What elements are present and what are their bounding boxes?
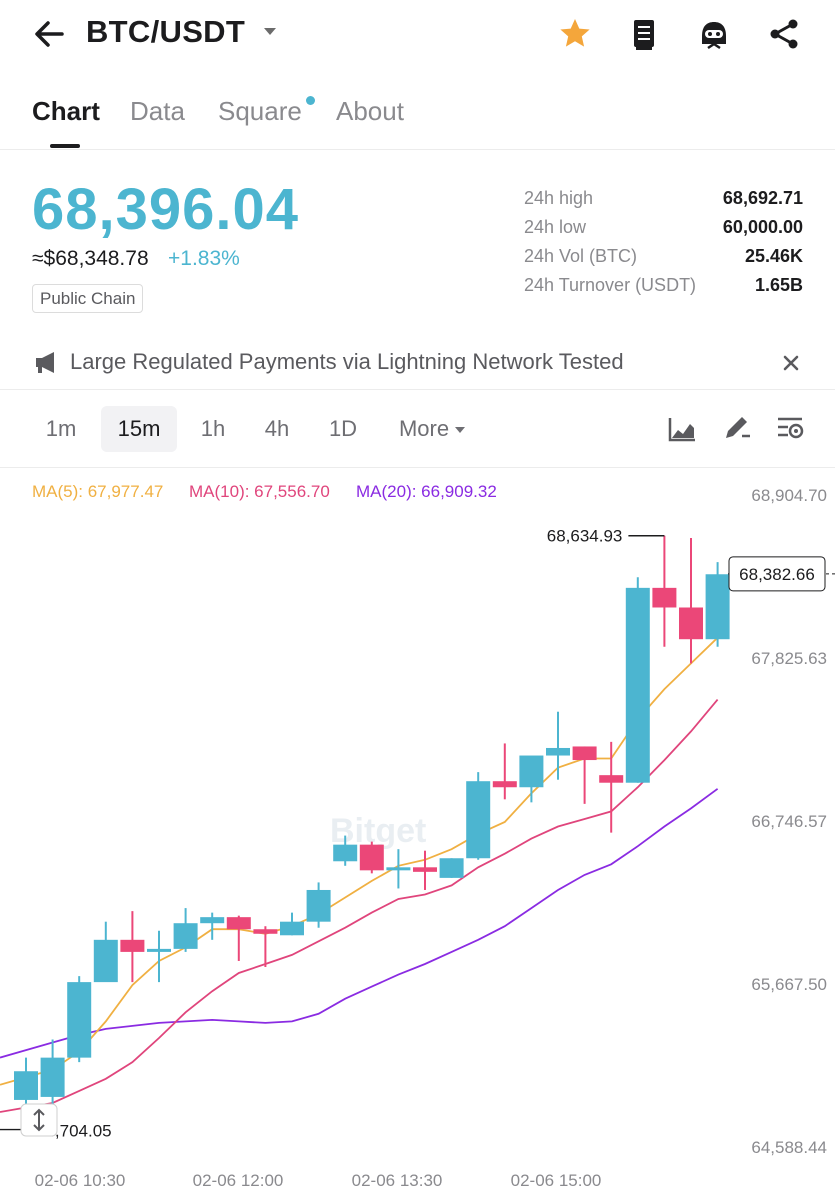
y-axis-label: 67,825.63 bbox=[751, 649, 827, 668]
candle-body bbox=[173, 923, 198, 949]
candle-body bbox=[413, 867, 437, 872]
candle-body bbox=[359, 844, 384, 871]
stat-label-24h-turnover: 24h Turnover (USDT) bbox=[524, 275, 697, 295]
ma10-legend: MA(10): 67,556.70 bbox=[189, 482, 330, 501]
ma5-line bbox=[0, 637, 719, 1086]
candle-body bbox=[67, 982, 92, 1058]
candle-body bbox=[572, 746, 597, 761]
tab-square[interactable]: Square bbox=[218, 96, 302, 126]
candle-body bbox=[93, 939, 118, 983]
candle-body bbox=[519, 755, 544, 788]
new-content-dot bbox=[306, 96, 315, 105]
candlestick-chart[interactable]: Bitget 68,904.7067,825.6366,746.5765,667… bbox=[0, 470, 835, 1199]
candle-body bbox=[439, 858, 464, 878]
candle-body bbox=[705, 574, 730, 640]
candle-body bbox=[386, 867, 411, 871]
drawing-tools-icon[interactable] bbox=[720, 408, 752, 448]
candle-body bbox=[599, 775, 624, 783]
active-tab-indicator bbox=[50, 144, 80, 148]
page-tabs: Chart Data Square About bbox=[0, 86, 835, 150]
indicator-settings-icon[interactable] bbox=[774, 408, 806, 448]
chevron-down-icon bbox=[455, 427, 466, 434]
fiat-price: ≈$68,348.78 bbox=[32, 247, 149, 270]
candle-body bbox=[226, 917, 251, 930]
x-axis-label: 02-06 15:00 bbox=[511, 1171, 602, 1190]
interval-1h[interactable]: 1h bbox=[200, 416, 226, 441]
megaphone-icon bbox=[36, 352, 54, 373]
interval-more-dropdown[interactable]: More bbox=[386, 406, 478, 452]
stat-value-24h-vol: 25.46K bbox=[744, 246, 803, 266]
candle-body bbox=[253, 929, 278, 934]
ma20-line bbox=[0, 788, 719, 1059]
candle-body bbox=[280, 921, 304, 936]
candle-body bbox=[625, 587, 650, 783]
tab-about[interactable]: About bbox=[336, 96, 404, 126]
stat-label-24h-vol: 24h Vol (BTC) bbox=[524, 246, 638, 266]
stat-value-24h-turnover: 1.65B bbox=[754, 275, 803, 295]
chart-expand-icon[interactable] bbox=[20, 1103, 58, 1137]
favorite-star-icon[interactable] bbox=[555, 14, 595, 54]
y-axis-label: 68,904.70 bbox=[751, 486, 827, 505]
high-annotation: 68,634.93 bbox=[547, 527, 623, 546]
interval-15m[interactable]: 15m bbox=[101, 406, 177, 452]
stat-label-24h-low: 24h low bbox=[524, 217, 587, 237]
share-icon[interactable] bbox=[764, 14, 804, 54]
bot-icon[interactable] bbox=[694, 14, 734, 54]
tab-data[interactable]: Data bbox=[130, 96, 185, 126]
candle-body bbox=[679, 607, 703, 640]
interval-more-label: More bbox=[398, 416, 450, 441]
last-price-tag-box bbox=[728, 556, 826, 592]
candle-body bbox=[147, 948, 171, 952]
news-headline[interactable]: Large Regulated Payments via Lightning N… bbox=[70, 349, 624, 374]
close-icon[interactable] bbox=[778, 350, 804, 376]
candle-body bbox=[120, 939, 145, 952]
stat-label-24h-high: 24h high bbox=[524, 188, 594, 208]
price-change-percent: +1.83% bbox=[168, 247, 240, 270]
stat-value-24h-high: 68,692.71 bbox=[722, 188, 803, 208]
y-axis-label: 64,588.44 bbox=[751, 1138, 827, 1157]
interval-4h[interactable]: 4h bbox=[264, 416, 290, 441]
stat-value-24h-low: 60,000.00 bbox=[722, 217, 803, 237]
chart-type-icon[interactable] bbox=[666, 408, 698, 448]
candle-body bbox=[306, 889, 331, 922]
candle-body bbox=[40, 1057, 65, 1097]
candle-body bbox=[14, 1071, 38, 1100]
pair-dropdown-caret-icon[interactable] bbox=[264, 28, 276, 35]
back-arrow-icon[interactable] bbox=[30, 14, 70, 54]
last-price-tag: 68,382.66 bbox=[739, 565, 815, 584]
ma20-legend: MA(20): 66,909.32 bbox=[356, 482, 497, 501]
interval-1d[interactable]: 1D bbox=[328, 416, 358, 441]
ma10-line bbox=[0, 699, 719, 1113]
y-axis-label: 65,667.50 bbox=[751, 975, 827, 994]
candle-body bbox=[492, 781, 517, 788]
news-banner[interactable]: Large Regulated Payments via Lightning N… bbox=[0, 336, 835, 390]
last-price: 68,396.04 bbox=[32, 177, 300, 242]
candle-body bbox=[466, 781, 491, 859]
interval-1m[interactable]: 1m bbox=[45, 416, 77, 441]
public-chain-badge[interactable]: Public Chain bbox=[32, 284, 144, 313]
x-axis-label: 02-06 13:30 bbox=[352, 1171, 443, 1190]
x-axis-label: 02-06 10:30 bbox=[35, 1171, 126, 1190]
ma5-legend: MA(5): 67,977.47 bbox=[32, 482, 164, 501]
candle-body bbox=[652, 587, 677, 608]
top-bar: BTC/USDT bbox=[0, 0, 835, 68]
candle-body bbox=[200, 917, 225, 924]
tab-chart[interactable]: Chart bbox=[32, 96, 100, 126]
pair-title[interactable]: BTC/USDT bbox=[86, 14, 246, 49]
x-axis-label: 02-06 12:00 bbox=[193, 1171, 284, 1190]
interval-selector: 1m 15m 1h 4h 1D More bbox=[0, 392, 835, 468]
y-axis-label: 66,746.57 bbox=[751, 812, 827, 831]
notes-icon[interactable] bbox=[624, 14, 664, 54]
candle-body bbox=[546, 747, 570, 756]
candle-body bbox=[333, 844, 358, 862]
